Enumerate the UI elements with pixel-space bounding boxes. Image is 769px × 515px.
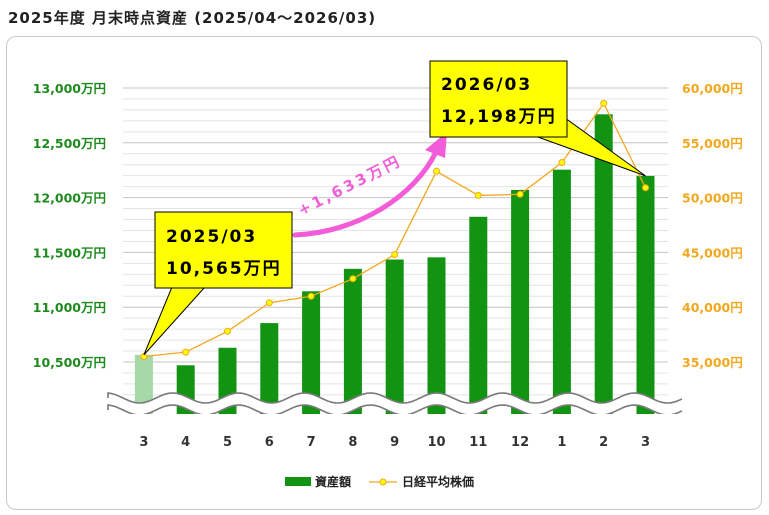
x-axis-ticks: 3 4 5 6 7 8 9 10 11 12 1 2 3 — [139, 435, 650, 450]
right-axis-tick-label: 55,000円 — [682, 136, 743, 151]
nikkei-point-3 — [642, 184, 649, 192]
start-callout-value: 10,565万円 — [166, 259, 282, 279]
legend: 資産額 日経平均株価 — [285, 474, 474, 489]
nikkei-line-layer — [140, 99, 649, 361]
right-axis-tick-label: 45,000円 — [682, 245, 743, 260]
x-tick-label: 5 — [223, 435, 232, 450]
increase-arrow-head — [425, 132, 447, 158]
x-tick-label: 3 — [139, 435, 148, 450]
nikkei-point-12 — [516, 190, 524, 198]
end-callout-value: 12,198万円 — [441, 107, 557, 127]
right-axis-tick-label: 60,000円 — [682, 81, 743, 96]
end-callout-date: 2026/03 — [441, 75, 532, 95]
increase-label: +1,633万円 — [295, 152, 405, 220]
bar-3 — [636, 175, 655, 420]
right-axis-tick-label: 35,000円 — [682, 355, 743, 370]
axis-break — [102, 392, 688, 422]
x-tick-label: 12 — [511, 435, 529, 450]
nikkei-point-5 — [224, 327, 231, 335]
end-callout — [429, 60, 568, 138]
x-tick-label: 6 — [265, 435, 274, 450]
nikkei-point-1 — [558, 159, 566, 167]
bar-8 — [343, 268, 362, 420]
nikkei-point-9 — [391, 251, 399, 259]
legend-bar-label: 資産額 — [315, 474, 351, 489]
x-tick-label: 2 — [599, 435, 608, 450]
nikkei-point-10 — [433, 167, 440, 175]
nikkei-point-7 — [307, 292, 315, 300]
axis-break-cover — [103, 414, 688, 422]
x-tick-label: 10 — [427, 435, 445, 450]
axis-break-line-top — [107, 392, 683, 404]
bar-6 — [260, 323, 279, 420]
left-axis-tick-label: 12,500万円 — [33, 136, 106, 151]
nikkei-point-4 — [182, 348, 190, 356]
nikkei-point-3 — [140, 353, 148, 361]
x-tick-label: 9 — [390, 435, 399, 450]
start-callout — [154, 211, 293, 289]
left-axis-tick-label: 11,000万円 — [33, 300, 106, 315]
nikkei-point-2 — [600, 99, 608, 107]
right-axis-tick-label: 40,000円 — [682, 300, 743, 315]
right-axis-tick-label: 50,000円 — [682, 191, 743, 206]
bar-11 — [469, 216, 488, 420]
x-tick-label: 1 — [557, 435, 566, 450]
bar-10 — [427, 257, 446, 420]
left-axis-ticks: 10,500万円 11,000万円 11,500万円 12,000万円 12,500万円… — [33, 81, 106, 370]
left-axis-tick-label: 11,500万円 — [33, 245, 106, 260]
nikkei-point-8 — [349, 275, 357, 283]
left-axis-tick-label: 12,000万円 — [33, 191, 106, 206]
chart-frame — [6, 36, 762, 510]
x-tick-label: 7 — [307, 435, 316, 450]
start-callout-tail — [143, 286, 207, 356]
bar-2 — [594, 114, 613, 420]
axis-break-gap — [102, 392, 685, 415]
legend-line-marker — [379, 478, 387, 486]
chart-title: 2025年度 月末時点資産 (2025/04～2026/03) — [8, 9, 377, 27]
legend-line-label: 日経平均株価 — [402, 474, 474, 489]
increase-arrow — [292, 149, 439, 238]
right-axis-ticks: 35,000円 40,000円 45,000円 50,000円 55,000円 60,00… — [682, 81, 743, 370]
start-callout-date: 2025/03 — [166, 227, 257, 247]
x-tick-label: 11 — [469, 435, 487, 450]
legend-bar-swatch — [285, 477, 311, 486]
bar-12 — [511, 189, 530, 420]
bar-1 — [552, 169, 571, 420]
left-axis-tick-label: 10,500万円 — [33, 355, 106, 370]
nikkei-point-11 — [474, 191, 482, 199]
left-axis-tick-label: 13,000万円 — [33, 81, 106, 96]
bar-7 — [302, 291, 321, 420]
x-tick-label: 8 — [348, 435, 357, 450]
nikkei-point-6 — [265, 299, 273, 307]
x-tick-label: 3 — [641, 435, 650, 450]
x-tick-label: 4 — [181, 435, 190, 450]
bar-9 — [385, 259, 404, 420]
